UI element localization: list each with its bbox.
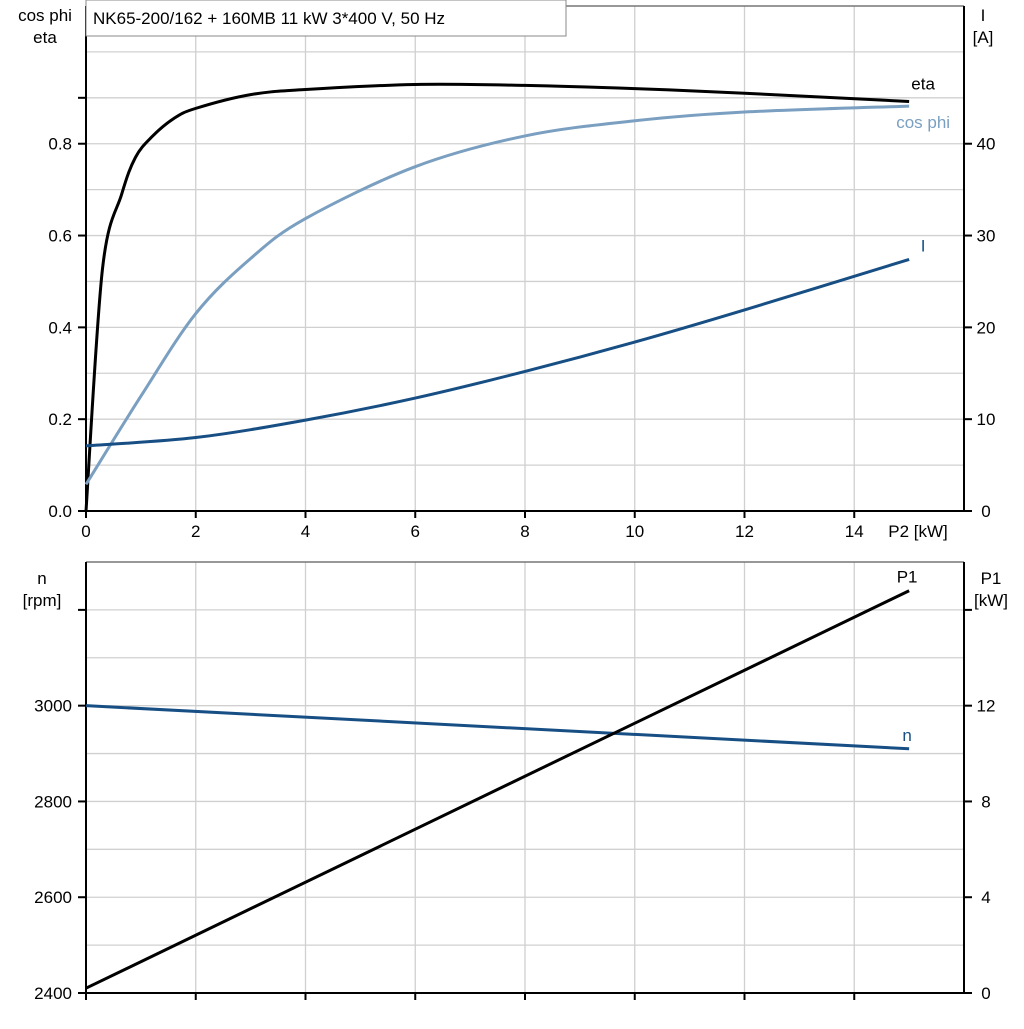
y-axis-label-left: eta <box>33 28 57 47</box>
y-tick-label-right: 30 <box>977 227 996 246</box>
series-line-p1 <box>85 589 910 990</box>
y-tick-label-right: 4 <box>981 888 990 907</box>
y-axis-label-right: I <box>981 6 986 25</box>
series-label: cos phi <box>896 113 950 132</box>
x-tick-label: 2 <box>191 522 200 541</box>
x-tick-label: 0 <box>81 522 90 541</box>
y-tick-label-right: 0 <box>981 984 990 1003</box>
y-tick-label-left: 2400 <box>34 984 72 1003</box>
series-label: n <box>902 726 911 745</box>
y-axis-label-left: [rpm] <box>23 591 62 610</box>
series-label: I <box>921 236 926 255</box>
y-axis-label-left: n <box>37 569 46 588</box>
y-tick-label-left: 3000 <box>34 697 72 716</box>
series-line-i <box>85 257 910 448</box>
x-tick-label: 6 <box>411 522 420 541</box>
y-tick-label-right: 0 <box>981 502 990 521</box>
y-tick-label-right: 12 <box>977 697 996 716</box>
panel-0: 0.0 0.2 0.4 0.6 0.8 0 10 20 30 40 0 2 4 6 8 10 12 14 P2 [k… <box>18 0 995 541</box>
y-tick-label-right: 8 <box>981 792 990 811</box>
x-tick-label: 8 <box>520 522 529 541</box>
y-tick-label-right: 20 <box>977 318 996 337</box>
title-box <box>85 0 567 37</box>
y-tick-label-left: 2800 <box>34 792 72 811</box>
series-line-cos-phi <box>84 104 910 486</box>
y-tick-label-right: 10 <box>977 410 996 429</box>
y-tick-label-left: 0.4 <box>48 318 72 337</box>
x-tick-label: 12 <box>735 522 754 541</box>
y-tick-label-left: 0.6 <box>48 227 72 246</box>
y-axis-label-left: cos phi <box>18 6 72 25</box>
series-line-eta <box>84 82 910 512</box>
x-tick-label: 4 <box>301 522 310 541</box>
x-tick-label: 10 <box>625 522 644 541</box>
y-axis-label-right: P1 <box>981 569 1002 588</box>
y-tick-label-left: 2600 <box>34 888 72 907</box>
x-axis-label: P2 [kW] <box>888 522 948 541</box>
panel-1: 2400 2600 2800 3000 0 4 8 12 n [rpm] P1 [kW] n P1 <box>23 561 1008 1003</box>
y-tick-label-left: 0.2 <box>48 410 72 429</box>
chart-title: NK65-200/162 + 160MB 11 kW 3*400 V, 50 H… <box>93 9 445 28</box>
series-line-n <box>85 704 910 751</box>
y-tick-label-left: 0.0 <box>48 502 72 521</box>
series-label: P1 <box>897 568 918 587</box>
y-axis-label-right: [A] <box>973 28 994 47</box>
x-tick-label: 14 <box>845 522 864 541</box>
series-label: eta <box>911 74 935 93</box>
y-tick-label-right: 40 <box>977 135 996 154</box>
y-axis-label-right: [kW] <box>974 591 1008 610</box>
y-tick-label-left: 0.8 <box>48 135 72 154</box>
